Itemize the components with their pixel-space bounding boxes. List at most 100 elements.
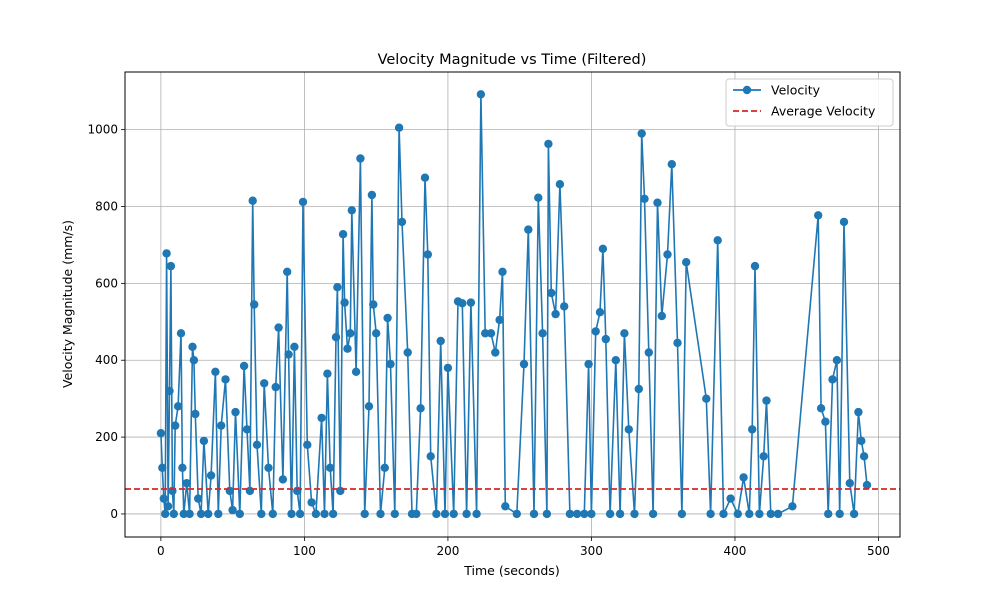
velocity-point — [426, 452, 435, 461]
velocity-point — [168, 486, 177, 496]
axes-frame — [124, 71, 901, 538]
velocity-point — [287, 509, 296, 519]
velocity-point — [298, 197, 308, 207]
y-tick-label: 800 — [95, 200, 118, 214]
velocity-point — [159, 494, 168, 503]
velocity-point — [739, 473, 748, 482]
velocity-point — [211, 367, 220, 376]
x-axis-label: Time (seconds) — [463, 563, 559, 578]
velocity-point — [476, 90, 486, 99]
velocity-point — [702, 394, 711, 403]
velocity-point — [595, 308, 605, 317]
velocity-point — [733, 509, 742, 519]
velocity-point — [677, 509, 687, 519]
velocity-point — [191, 409, 200, 419]
velocity-point — [333, 283, 342, 292]
velocity-point — [440, 509, 450, 519]
velocity-point — [182, 479, 191, 488]
velocity-point — [397, 217, 407, 227]
velocity-point — [161, 509, 170, 519]
velocity-point — [773, 509, 783, 519]
velocity-point — [383, 313, 392, 323]
velocity-point — [347, 206, 356, 215]
velocity-point — [821, 417, 830, 426]
velocity-point — [295, 509, 305, 519]
velocity-point — [750, 261, 760, 271]
velocity-point — [268, 509, 277, 519]
velocity-point — [252, 440, 262, 449]
velocity-point — [835, 509, 844, 519]
velocity-point — [630, 509, 639, 519]
velocity-point — [620, 329, 629, 338]
velocity-point — [231, 407, 240, 417]
velocity-point — [598, 244, 608, 253]
velocity-point — [364, 402, 374, 411]
velocity-point — [173, 402, 183, 411]
velocity-point — [544, 139, 553, 149]
velocity-point — [158, 463, 167, 472]
velocity-point — [284, 350, 293, 359]
velocity-point — [394, 123, 404, 132]
velocity-point — [542, 509, 552, 519]
velocity-point — [534, 193, 543, 202]
velocity-point — [242, 425, 252, 434]
velocity-point — [217, 421, 226, 430]
velocity-point — [648, 509, 658, 519]
velocity-point — [644, 348, 653, 357]
velocity-point — [156, 429, 166, 438]
velocity-point — [189, 356, 199, 365]
velocity-point — [859, 452, 869, 461]
velocity-point — [380, 463, 389, 472]
legend-average-label: Average Velocity — [771, 104, 876, 119]
velocity-point — [472, 509, 481, 519]
velocity-point — [367, 190, 377, 200]
velocity-point — [849, 509, 859, 519]
velocity-point — [336, 486, 345, 496]
velocity-point — [412, 509, 421, 519]
velocity-point — [293, 486, 302, 496]
velocity-point — [165, 386, 174, 396]
velocity-point — [713, 236, 722, 245]
velocity-point — [320, 509, 329, 519]
velocity-point — [162, 249, 171, 258]
velocity-point — [759, 452, 768, 461]
velocity-point — [839, 217, 849, 227]
velocity-point — [538, 329, 547, 338]
velocity-point — [637, 129, 646, 138]
velocity-point — [432, 509, 441, 519]
velocity-point — [755, 509, 764, 519]
velocity-point — [748, 425, 757, 434]
velocity-point — [163, 502, 173, 511]
x-tick-label: 400 — [724, 544, 747, 558]
velocity-point — [491, 348, 500, 357]
velocity-point — [605, 509, 615, 519]
velocity-point — [657, 311, 666, 321]
velocity-point — [816, 404, 826, 413]
velocity-point — [185, 509, 194, 519]
plot-area — [125, 90, 900, 519]
velocity-point — [245, 486, 255, 496]
velocity-point — [331, 333, 341, 342]
velocity-point — [317, 413, 326, 423]
velocity-point — [580, 509, 589, 519]
velocity-point — [204, 509, 213, 519]
velocity-point — [416, 404, 425, 413]
velocity-point — [814, 211, 823, 220]
velocity-point — [188, 342, 197, 351]
velocity-point — [228, 505, 237, 515]
velocity-point — [584, 359, 593, 369]
velocity-point — [466, 298, 476, 307]
velocity-point — [862, 480, 872, 490]
velocity-point — [663, 250, 672, 259]
velocity-point — [682, 258, 691, 267]
y-tick-label: 400 — [95, 353, 118, 367]
y-tick-label: 200 — [95, 430, 118, 444]
velocity-point — [257, 509, 266, 519]
velocity-point — [225, 486, 234, 496]
velocity-point — [458, 299, 467, 308]
velocity-point — [326, 463, 335, 472]
velocity-point — [854, 407, 863, 417]
velocity-point — [369, 300, 378, 309]
velocity-point — [346, 329, 355, 338]
